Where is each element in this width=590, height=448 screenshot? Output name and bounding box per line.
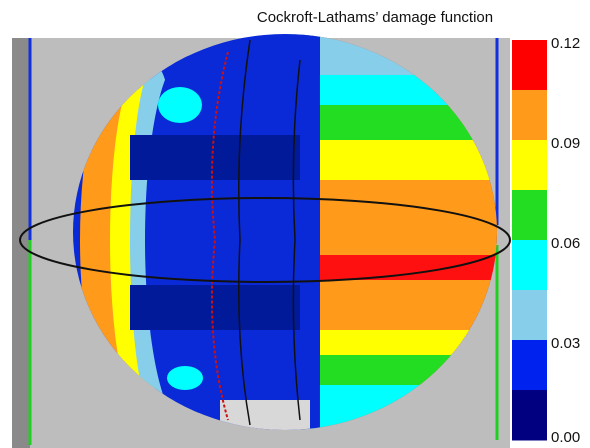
colorbar-band <box>512 290 547 341</box>
colorbar-label: 0.06 <box>551 235 580 252</box>
colorbar-label: 0.00 <box>551 429 580 446</box>
page: Cockroft-Lathams’ damage function 0.120.… <box>0 0 590 448</box>
colorbar-band <box>512 90 547 141</box>
region <box>167 366 203 390</box>
colorbar-band <box>512 40 547 91</box>
colorbar-band <box>512 240 547 291</box>
colorbar-label: 0.12 <box>551 35 580 52</box>
colorbar: 0.12 0.09 0.06 0.03 0.00 <box>512 35 580 446</box>
visualization: Cockroft-Lathams’ damage function 0.120.… <box>0 0 590 448</box>
region <box>130 285 310 330</box>
colorbar-band <box>512 340 547 391</box>
region <box>130 135 310 180</box>
colorbar-label: 0.09 <box>551 135 580 152</box>
title: Cockroft-Lathams’ damage function <box>257 9 493 26</box>
colorbar-band <box>512 390 547 441</box>
region <box>158 87 202 123</box>
simulation-view <box>12 30 520 448</box>
colorbar-band <box>512 140 547 191</box>
colorbar-band <box>512 190 547 241</box>
colorbar-label: 0.03 <box>551 335 580 352</box>
